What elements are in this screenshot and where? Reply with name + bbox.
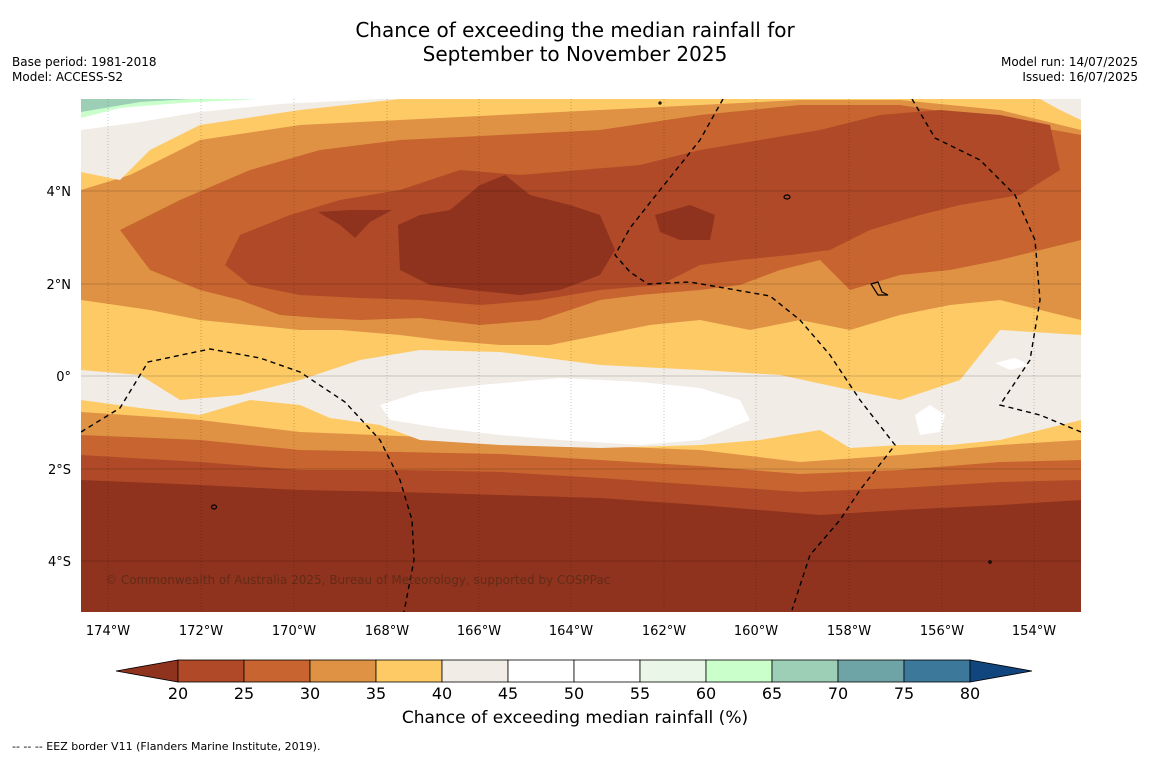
colorbar-tick-label: 75: [894, 684, 914, 703]
lon-label: 158°W: [827, 624, 871, 639]
meta-left: Base period: 1981-2018 Model: ACCESS-S2: [12, 55, 157, 85]
colorbar-arrow-high: [969, 659, 1033, 683]
eez-border-east: [911, 99, 1081, 433]
islands: [210, 101, 992, 564]
field-top-teal: [81, 99, 190, 112]
colorbar-title: Chance of exceeding median rainfall (%): [401, 708, 749, 728]
colorbar-segment: [705, 659, 773, 683]
lat-labels: 4°N 2°N 0° 2°S 4°S: [47, 185, 72, 570]
lon-label: 168°W: [365, 624, 409, 639]
colorbar-tick-label: 25: [234, 684, 254, 703]
colorbar: 20 25 30 35 40 45 50 55 60 65 70 75 80: [115, 659, 1033, 703]
lat-label: 2°N: [47, 278, 72, 293]
colorbar-tick-label: 65: [762, 684, 782, 703]
field-30-isolated: [155, 248, 178, 268]
colorbar-tick-label: 30: [300, 684, 320, 703]
field-top-east-light: [1040, 99, 1081, 120]
colorbar-tick-label: 70: [828, 684, 848, 703]
colorbar-segment: [243, 659, 311, 683]
field-top-white: [81, 99, 380, 130]
colorbar-tick-label: 45: [498, 684, 518, 703]
colorbar-segment: [903, 659, 971, 683]
rainfall-field: [81, 99, 1081, 612]
footnote: -- -- -- EEZ border V11 (Flanders Marine…: [12, 740, 321, 753]
colorbar-segment: [177, 659, 245, 683]
colorbar-arrow-low: [115, 659, 179, 683]
colorbar-tick-label: 40: [432, 684, 452, 703]
meta-right: Model run: 14/07/2025 Issued: 16/07/2025: [1001, 55, 1138, 85]
colorbar-tick-label: 35: [366, 684, 386, 703]
field-50-east2: [995, 358, 1030, 370]
lon-label: 170°W: [272, 624, 316, 639]
colorbar-segment: [639, 659, 707, 683]
lon-label: 172°W: [179, 624, 223, 639]
model-name: Model: ACCESS-S2: [12, 70, 124, 84]
lon-label: 164°W: [549, 624, 593, 639]
field-20-north-blob3: [318, 210, 392, 238]
lon-label: 156°W: [920, 624, 964, 639]
lat-label: 4°S: [48, 555, 71, 570]
model-run: Model run: 14/07/2025: [1000, 55, 1138, 69]
colorbar-tick-label: 20: [168, 684, 188, 703]
lon-label: 154°W: [1012, 624, 1056, 639]
page-title: Chance of exceeding the median rainfall …: [0, 18, 1150, 66]
colorbar-segment: [441, 659, 509, 683]
field-20-north-core: [398, 175, 615, 295]
gridlines: [81, 99, 1081, 612]
lon-label: 160°W: [734, 624, 778, 639]
base-period: Base period: 1981-2018: [12, 55, 157, 69]
field-50-east: [915, 405, 945, 435]
lon-label: 166°W: [457, 624, 501, 639]
lon-labels: 174°W 172°W 170°W 168°W 166°W 164°W 162°…: [86, 624, 1056, 639]
colorbar-segment: [573, 659, 641, 683]
colorbar-segment: [771, 659, 839, 683]
issued-date: Issued: 16/07/2025: [1022, 70, 1138, 84]
lat-label: 4°N: [47, 185, 72, 200]
field-top-light: [81, 99, 400, 180]
colorbar-tick-label: 80: [960, 684, 980, 703]
colorbar-segment: [507, 659, 575, 683]
field-20-north-blob2: [655, 205, 715, 240]
eez-borders: [81, 99, 1081, 612]
lon-label: 174°W: [86, 624, 130, 639]
title-line-1: Chance of exceeding the median rainfall …: [355, 18, 795, 42]
colorbar-segment: [375, 659, 443, 683]
colorbar-tick-label: 60: [696, 684, 716, 703]
lon-label: 162°W: [642, 624, 686, 639]
colorbar-tick-label: 55: [630, 684, 650, 703]
eez-border-west: [81, 348, 415, 612]
colorbar-segment: [837, 659, 905, 683]
colorbar-tick-label: 50: [564, 684, 584, 703]
colorbar-segment: [309, 659, 377, 683]
lat-label: 2°S: [48, 463, 71, 478]
eez-border-central: [614, 99, 896, 611]
title-line-2: September to November 2025: [422, 42, 728, 66]
map-copyright: © Commonwealth of Australia 2025, Bureau…: [105, 573, 610, 587]
field-50-core: [380, 378, 750, 445]
lat-label: 0°: [56, 370, 71, 385]
